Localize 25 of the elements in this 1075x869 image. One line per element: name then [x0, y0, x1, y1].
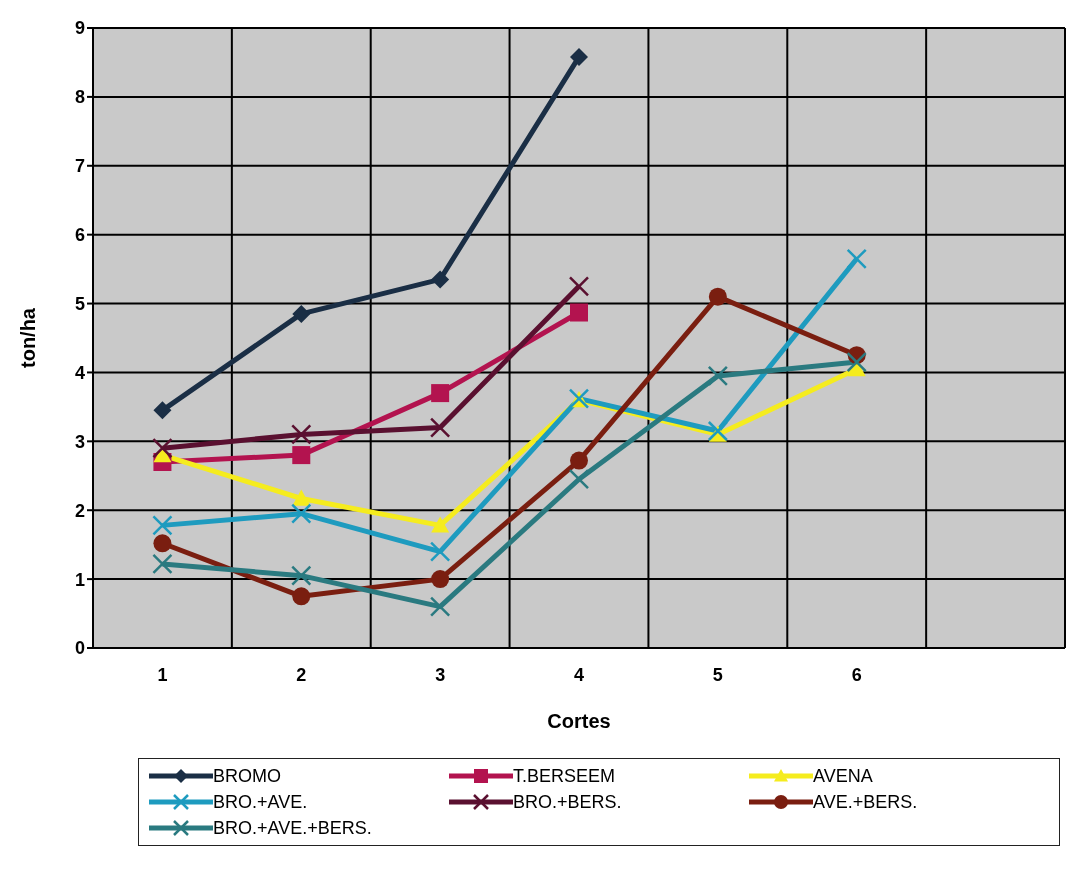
x-tick-label: 5: [712, 664, 723, 685]
y-tick-label: 4: [74, 362, 85, 383]
y-tick-label: 9: [74, 18, 85, 39]
legend-label: BRO.+AVE.+BERS.: [213, 817, 372, 839]
y-tick-label: 6: [74, 225, 85, 246]
x-tick-label: 6: [851, 664, 862, 685]
y-tick-label: 7: [74, 156, 85, 177]
x-tick-label: 2: [296, 664, 307, 685]
y-tick-label: 1: [74, 569, 85, 590]
x-tick-label: 4: [573, 664, 585, 685]
y-tick-label: 8: [74, 87, 85, 108]
y-tick-label: 0: [74, 638, 85, 659]
x-axis-title: Cortes: [547, 710, 611, 732]
legend-label: T.BERSEEM: [513, 765, 616, 787]
y-axis-title: ton/ha: [17, 307, 40, 368]
legend-label: AVENA: [813, 765, 873, 787]
x-tick-label: 3: [435, 664, 446, 685]
y-tick-label: 5: [74, 293, 85, 314]
y-tick-label: 2: [74, 500, 85, 521]
legend-label: BROMO: [213, 765, 282, 787]
legend-label: AVE.+BERS.: [813, 791, 918, 813]
legend-label: BRO.+BERS.: [513, 791, 622, 813]
x-tick-label: 1: [157, 664, 168, 685]
y-tick-label: 3: [74, 431, 85, 452]
legend-label: BRO.+AVE.: [213, 791, 308, 813]
